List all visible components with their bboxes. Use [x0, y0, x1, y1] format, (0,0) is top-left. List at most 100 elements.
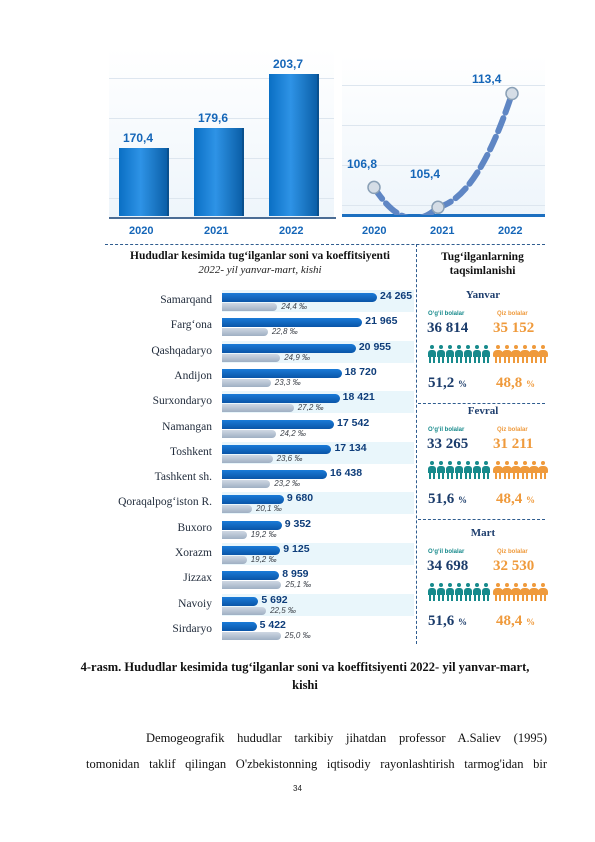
region-coef-value: 22,5 ‰: [270, 605, 296, 615]
girl-icon-part: [531, 595, 533, 601]
girl-icon-part: [541, 583, 545, 587]
boys-label: O‘g‘il bolalar: [428, 549, 465, 555]
girl-icon-part: [544, 595, 546, 601]
region-coef-value: 22,8 ‰: [271, 327, 298, 337]
boy-icon: [428, 345, 436, 364]
girl-icon-part: [504, 473, 506, 479]
region-births-value: 18 421: [342, 391, 375, 404]
boy-icon-part: [478, 595, 480, 601]
boy-icon: [464, 461, 472, 480]
line-point-2020: [367, 180, 381, 195]
girl-icon-part: [505, 345, 509, 349]
paragraph-line-1: Demogeografik hududlar tarkibiy jihatdan…: [146, 731, 547, 745]
boy-icon-part: [487, 595, 489, 601]
percent-sign: %: [458, 617, 467, 627]
boy-icon-part: [448, 345, 452, 349]
girls-label: Qiz bolalar: [497, 311, 528, 317]
boy-icon: [437, 461, 445, 480]
boy-icon: [464, 345, 472, 364]
girl-icon-part: [535, 473, 537, 479]
region-coef-bar: [222, 556, 247, 564]
girl-icon-part: [493, 466, 503, 473]
region-births-bar: [222, 621, 257, 631]
region-name: Andijon: [174, 369, 212, 382]
girl-icon-part: [514, 461, 518, 465]
girl-icon-part: [526, 473, 528, 479]
boy-icon-part: [442, 473, 444, 479]
gender-icons: [428, 583, 548, 602]
left-panel-title: Hududlar kesimida tug‘ilganlar soni va k…: [130, 250, 390, 262]
boy-icon-part: [429, 595, 431, 601]
boy-icon-part: [455, 350, 463, 357]
girl-icon-part: [520, 350, 530, 357]
boy-icon: [464, 583, 472, 602]
boy-icon-part: [457, 461, 461, 465]
region-births-value: 17 542: [337, 416, 370, 429]
percent-sign: %: [526, 379, 535, 389]
boy-icon-part: [455, 466, 463, 473]
girl-icon-part: [517, 357, 519, 363]
girl-icon-part: [523, 345, 527, 349]
girl-icon-part: [514, 583, 518, 587]
boy-icon-part: [474, 473, 476, 479]
percent-sign: %: [458, 495, 467, 505]
boy-icon-part: [438, 595, 440, 601]
boy-icon-part: [473, 588, 481, 595]
girl-icon-part: [531, 473, 533, 479]
girl-icon-part: [541, 461, 545, 465]
line-chart-axis: [342, 214, 545, 217]
boys-label: O‘g‘il bolalar: [428, 427, 465, 433]
region-births-bar: [222, 546, 281, 555]
region-coef-value: 24,2 ‰: [280, 428, 306, 438]
region-coef-value: 25,1 ‰: [285, 580, 312, 590]
region-coef-bar: [222, 328, 268, 337]
region-coef-bar: [222, 378, 271, 387]
boy-icon-part: [437, 588, 445, 595]
girl-icon-part: [538, 350, 548, 357]
boy-icon-part: [429, 357, 431, 363]
girl-icon-part: [505, 583, 509, 587]
month-title: Fevral: [467, 405, 499, 417]
line-value-label: 113,4: [472, 71, 502, 86]
region-births-value: 18 720: [344, 365, 377, 378]
bar-x-label: 2021: [204, 225, 229, 237]
line-point-2022: [505, 86, 519, 101]
region-births-bar: [222, 293, 377, 302]
boy-icon: [482, 583, 490, 602]
line-point-2021: [431, 200, 445, 215]
girl-icon: [502, 461, 512, 480]
region-name: Surxondaryo: [152, 395, 212, 408]
percent-sign: %: [526, 495, 535, 505]
boys-percent: 51,6 %: [428, 613, 467, 629]
panel-divider: [416, 244, 417, 644]
boy-icon-part: [482, 350, 490, 357]
girls-label: Qiz bolalar: [497, 549, 528, 555]
boy-icon-part: [466, 461, 470, 465]
girl-icon-part: [508, 595, 510, 601]
girl-icon-part: [495, 357, 497, 363]
boy-icon-part: [474, 357, 476, 363]
region-births-value: 20 955: [358, 340, 391, 353]
girl-icon: [529, 345, 539, 364]
girl-icon-part: [513, 595, 515, 601]
boy-icon-part: [465, 595, 467, 601]
boys-count: 33 265: [427, 436, 469, 452]
boy-icon-part: [484, 461, 488, 465]
girl-icon-part: [508, 357, 510, 363]
boy-icon-part: [484, 583, 488, 587]
girl-icon-part: [511, 588, 521, 595]
line-value-label: 106,8: [347, 157, 378, 172]
girls-count: 31 211: [493, 436, 534, 452]
region-births-value: 9 125: [283, 543, 310, 555]
region-coef-value: 24,4 ‰: [281, 302, 308, 311]
region-coef-bar: [222, 454, 273, 463]
region-births-value: 8 959: [282, 568, 309, 581]
girl-icon-part: [505, 461, 509, 465]
girl-icon: [529, 461, 539, 480]
paragraph-line-2: tomonidan taklif qilingan O'zbekistonnin…: [86, 757, 547, 771]
region-births-bar: [222, 318, 363, 328]
girls-percent: 48,4 %: [496, 613, 535, 629]
boy-icon-part: [460, 357, 462, 363]
boy-icon-part: [451, 357, 453, 363]
boy-icon: [482, 461, 490, 480]
